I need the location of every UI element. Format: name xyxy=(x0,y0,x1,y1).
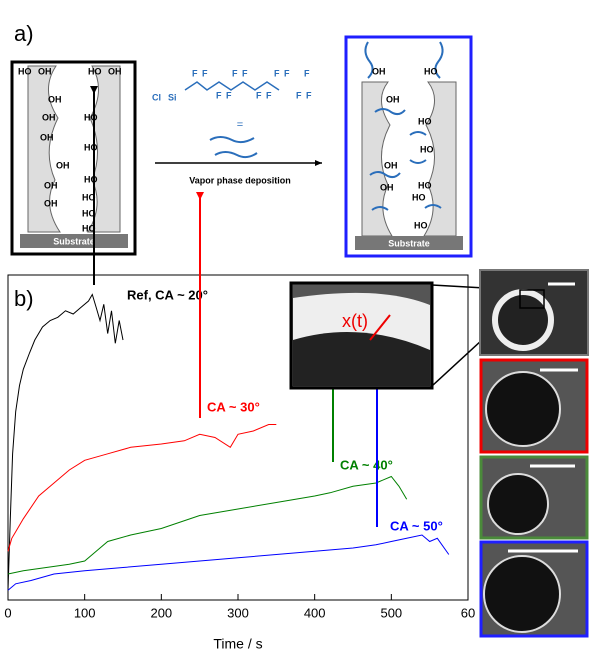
surface-group: HO xyxy=(84,142,98,152)
surface-group: HO xyxy=(418,116,432,126)
surface-group: HO xyxy=(84,174,98,184)
surface-group: OH xyxy=(44,198,58,208)
molecule-atom: F xyxy=(226,90,232,100)
surface-group: HO xyxy=(84,112,98,122)
substrate-label: Substrate xyxy=(53,236,95,246)
x-tick-label: 200 xyxy=(150,605,172,620)
x-tick-label: 500 xyxy=(380,605,402,620)
molecule-atom: F xyxy=(232,68,238,78)
legend-label: CA ~ 30° xyxy=(207,399,260,414)
series-line xyxy=(8,477,407,575)
molecule-atom: F xyxy=(266,90,272,100)
x-tick-label: 400 xyxy=(304,605,326,620)
panel-label: a) xyxy=(14,21,34,46)
molecule-atom: Si xyxy=(168,92,177,102)
droplet xyxy=(488,474,548,534)
legend-label: CA ~ 40° xyxy=(340,457,393,472)
molecule-atom: F xyxy=(202,68,208,78)
arrow-label: Vapor phase deposition xyxy=(189,175,291,185)
surface-group: OH xyxy=(108,66,122,76)
series-line xyxy=(8,295,123,591)
substrate-label: Substrate xyxy=(388,238,430,248)
surface-group: OH xyxy=(384,160,398,170)
surface-group: HO xyxy=(424,66,438,76)
molecule-atom: F xyxy=(274,68,280,78)
x-tick-label: 60 xyxy=(461,605,475,620)
surface-group: HO xyxy=(418,180,432,190)
x-tick-label: 0 xyxy=(4,605,11,620)
droplet xyxy=(484,556,560,632)
molecule-atom: F xyxy=(284,68,290,78)
legend-label: CA ~ 50° xyxy=(390,518,443,533)
molecule-atom: F xyxy=(192,68,198,78)
droplet xyxy=(486,372,560,446)
surface-group: OH xyxy=(38,66,52,76)
annotation-arrow-head xyxy=(196,192,204,200)
surface-group: HO xyxy=(420,144,434,154)
molecule-bonds xyxy=(185,82,279,90)
molecule-atom: Cl xyxy=(152,92,161,102)
surface-group: HO xyxy=(88,66,102,76)
series-line xyxy=(8,535,449,590)
x-tick-label: 100 xyxy=(74,605,96,620)
surface-group: HO xyxy=(18,66,32,76)
figure: a) Vapor phase deposition = Substrate Su… xyxy=(0,0,589,664)
x-axis-label: Time / s xyxy=(213,636,262,652)
panel-label: b) xyxy=(14,286,34,311)
inset-label: x(t) xyxy=(342,311,368,331)
surface-group: OH xyxy=(380,182,394,192)
surface-group: OH xyxy=(372,66,386,76)
surface-group: OH xyxy=(386,94,400,104)
molecule-atom: F xyxy=(242,68,248,78)
arrow-head xyxy=(315,160,322,166)
molecule-atom: F xyxy=(304,68,310,78)
molecule-atom: F xyxy=(256,90,262,100)
surface-group: OH xyxy=(56,160,70,170)
molecule-atom: F xyxy=(296,90,302,100)
droplet xyxy=(495,292,551,348)
surface-group: OH xyxy=(42,112,56,122)
surface-group: HO xyxy=(412,192,426,202)
legend-label: Ref, CA ~ 20° xyxy=(127,287,208,302)
equals: = xyxy=(237,119,243,131)
surface-group: HO xyxy=(414,220,428,230)
molecule-atom: F xyxy=(216,90,222,100)
surface-group: OH xyxy=(44,180,58,190)
x-tick-label: 300 xyxy=(227,605,249,620)
molecule-atom: F xyxy=(306,90,312,100)
surface-group: OH xyxy=(40,132,54,142)
page: a) Vapor phase deposition = Substrate Su… xyxy=(0,0,589,664)
surface-group: OH xyxy=(48,94,62,104)
